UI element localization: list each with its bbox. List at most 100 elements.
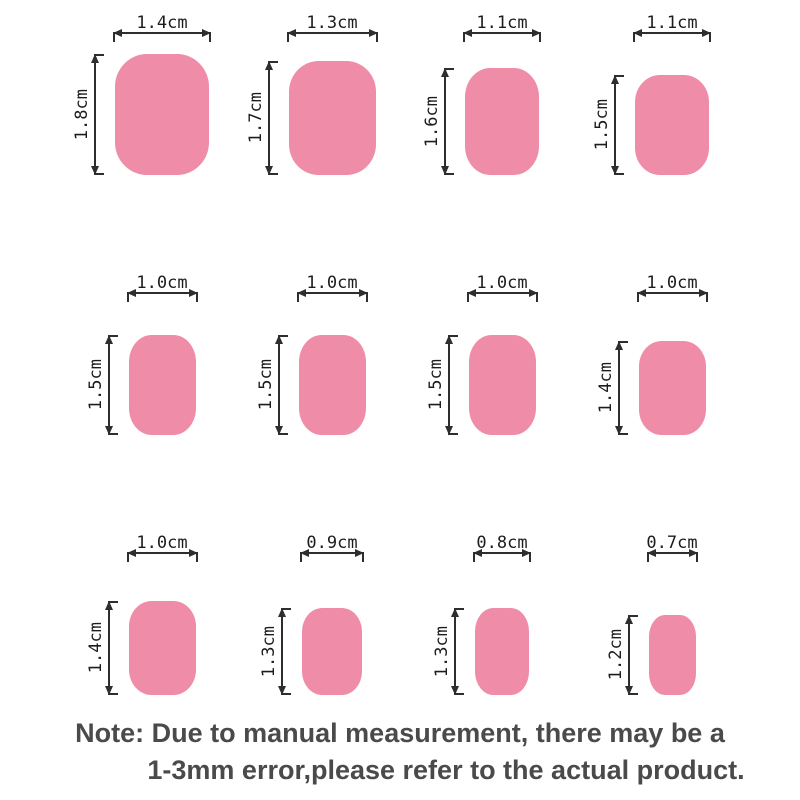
size-cell-11: 0.8cm 1.3cm — [400, 534, 570, 695]
width-label: 0.8cm — [476, 533, 528, 553]
nail-swatch — [638, 341, 706, 435]
height-label: 1.4cm — [595, 362, 616, 414]
nail-swatch — [115, 54, 209, 175]
size-cell-3: 1.1cm 1.6cm — [400, 14, 570, 175]
height-bracket — [614, 341, 628, 435]
width-bracket — [113, 29, 211, 42]
nail-swatch — [128, 335, 196, 435]
width-dimension: 1.0cm — [466, 273, 538, 302]
width-label: 1.4cm — [136, 13, 188, 33]
height-label: 1.2cm — [605, 629, 626, 681]
width-dimension: 0.7cm — [646, 533, 698, 562]
width-bracket — [296, 289, 368, 302]
width-label: 1.0cm — [306, 273, 358, 293]
size-cell-4: 1.1cm 1.5cm — [570, 14, 740, 175]
width-dimension: 1.0cm — [296, 273, 368, 302]
height-bracket — [104, 335, 118, 435]
height-bracket — [274, 335, 288, 435]
width-label: 1.1cm — [646, 13, 698, 33]
measurement-note-line2: 1-3mm error,please refer to the actual p… — [147, 755, 745, 785]
width-dimension: 1.0cm — [126, 533, 198, 562]
width-label: 0.9cm — [306, 533, 358, 553]
width-label: 1.3cm — [306, 13, 358, 33]
height-label: 1.5cm — [425, 359, 446, 411]
height-bracket — [104, 601, 118, 695]
width-dimension: 0.9cm — [300, 534, 364, 562]
height-dimension: 1.4cm — [85, 601, 118, 695]
width-dimension: 1.4cm — [113, 14, 211, 42]
height-dimension: 1.6cm — [422, 68, 454, 175]
height-dimension: 1.5cm — [425, 335, 458, 435]
width-bracket — [286, 29, 378, 42]
size-row-2: 1.0cm 1.5cm 1.0cm 1.5cm 1.0cm — [0, 274, 800, 435]
width-bracket — [463, 29, 541, 42]
width-bracket — [473, 549, 531, 562]
width-dimension: 1.0cm — [126, 273, 198, 302]
height-bracket — [441, 68, 454, 175]
height-dimension: 1.2cm — [605, 615, 638, 695]
measurement-note: Note: Due to manual measurement, there m… — [0, 715, 800, 789]
width-label: 1.1cm — [476, 13, 528, 33]
height-label: 1.3cm — [432, 625, 452, 678]
width-bracket — [636, 289, 708, 302]
width-dimension: 1.1cm — [463, 14, 541, 42]
height-label: 1.8cm — [72, 88, 92, 141]
height-label: 1.5cm — [255, 359, 276, 411]
width-label: 1.0cm — [136, 273, 188, 293]
nail-swatch — [468, 335, 536, 435]
size-cell-10: 0.9cm 1.3cm — [230, 534, 400, 695]
size-cell-5: 1.0cm 1.5cm — [60, 274, 230, 435]
height-dimension: 1.5cm — [85, 335, 118, 435]
height-label: 1.4cm — [85, 622, 106, 674]
size-cell-8: 1.0cm 1.4cm — [570, 274, 740, 435]
height-label: 1.6cm — [422, 95, 442, 148]
size-cell-12: 0.7cm 1.2cm — [570, 534, 740, 695]
height-label: 1.3cm — [259, 625, 279, 678]
height-dimension: 1.4cm — [595, 341, 628, 435]
height-bracket — [611, 75, 624, 175]
width-dimension: 1.1cm — [633, 14, 711, 42]
nail-swatch — [635, 75, 709, 175]
size-cell-9: 1.0cm 1.4cm — [60, 534, 230, 695]
nail-swatch — [128, 601, 196, 695]
width-dimension: 0.8cm — [473, 534, 531, 562]
height-dimension: 1.8cm — [72, 54, 104, 175]
width-bracket — [300, 549, 364, 562]
height-dimension: 1.5cm — [592, 75, 624, 175]
height-bracket — [624, 615, 638, 695]
nail-swatch — [648, 615, 696, 695]
height-bracket — [278, 608, 291, 695]
measurement-note-line1: Note: Due to manual measurement, there m… — [75, 718, 725, 748]
size-row-3: 1.0cm 1.4cm 0.9cm 1.3cm 0.8cm — [0, 534, 800, 695]
width-label: 0.7cm — [646, 533, 698, 553]
width-bracket — [126, 549, 198, 562]
height-bracket — [444, 335, 458, 435]
width-label: 1.0cm — [136, 533, 188, 553]
size-cell-7: 1.0cm 1.5cm — [400, 274, 570, 435]
height-dimension: 1.3cm — [259, 608, 291, 695]
nail-swatch — [298, 335, 366, 435]
height-dimension: 1.5cm — [255, 335, 288, 435]
size-cell-6: 1.0cm 1.5cm — [230, 274, 400, 435]
height-label: 1.7cm — [245, 92, 266, 144]
width-label: 1.0cm — [476, 273, 528, 293]
width-bracket — [126, 289, 198, 302]
nail-swatch — [302, 608, 362, 695]
height-dimension: 1.7cm — [245, 61, 278, 175]
height-bracket — [451, 608, 464, 695]
width-label: 1.0cm — [646, 273, 698, 293]
width-dimension: 1.3cm — [286, 13, 378, 42]
height-bracket — [91, 54, 104, 175]
nail-swatch — [465, 68, 539, 175]
width-bracket — [466, 289, 538, 302]
height-label: 1.5cm — [592, 99, 612, 151]
height-bracket — [264, 61, 278, 175]
height-label: 1.5cm — [85, 359, 106, 411]
width-bracket — [646, 549, 698, 562]
size-row-1: 1.4cm 1.8cm 1.3cm 1.7cm 1.1cm — [0, 14, 800, 175]
width-dimension: 1.0cm — [636, 273, 708, 302]
size-cell-1: 1.4cm 1.8cm — [60, 14, 230, 175]
nail-swatch — [288, 61, 376, 175]
height-dimension: 1.3cm — [432, 608, 464, 695]
